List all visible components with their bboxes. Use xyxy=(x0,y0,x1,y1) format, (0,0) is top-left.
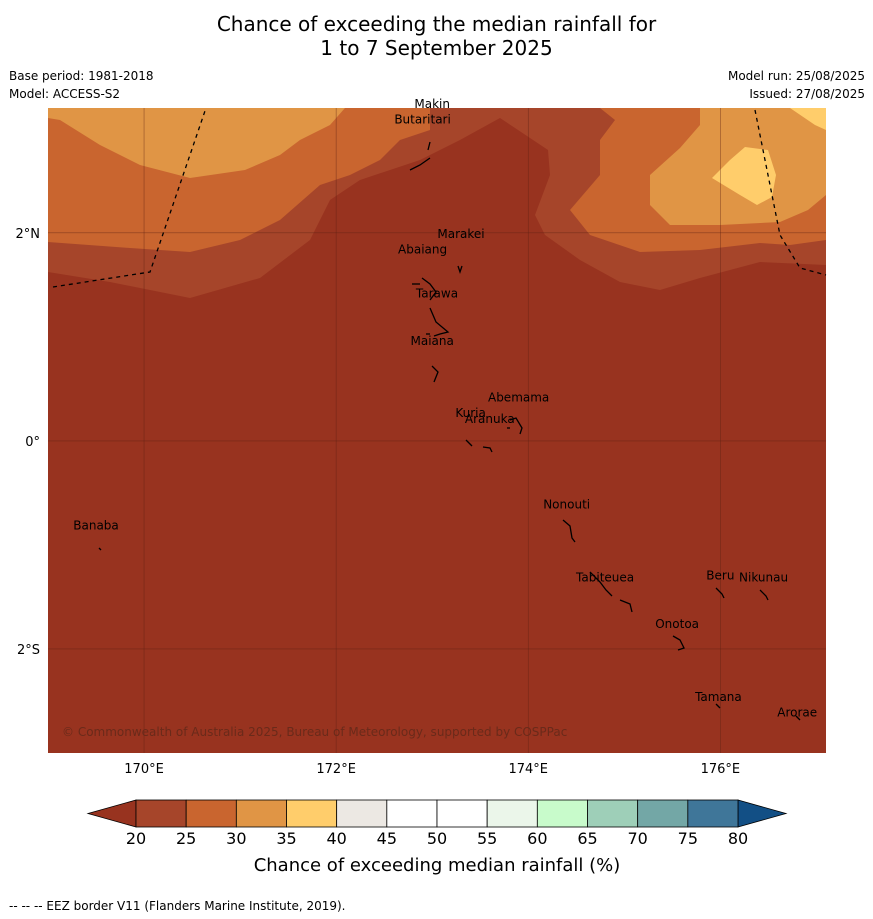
island-outline xyxy=(759,589,769,601)
eez-dashed-line xyxy=(754,109,827,276)
colorbar-tick: 70 xyxy=(627,829,647,848)
island-outline xyxy=(421,277,437,301)
model-label: Model: ACCESS-S2 xyxy=(9,87,121,101)
title-line-2: 1 to 7 September 2025 xyxy=(320,36,553,60)
colorbar-tick: 45 xyxy=(377,829,397,848)
place-label: Arorae xyxy=(777,706,817,720)
colorbar-segment xyxy=(436,799,488,828)
latitude-tick: 2°S xyxy=(17,643,40,658)
copyright-notice: © Commonwealth of Australia 2025, Bureau… xyxy=(62,725,567,739)
colorbar-tick: 80 xyxy=(728,829,748,848)
region-35-40 xyxy=(48,108,826,225)
island-outline xyxy=(427,141,431,151)
place-labels: Makin Butaritari Marakei Abaiang Tarawa Maian… xyxy=(73,97,817,720)
issued-label: Issued: 27/08/2025 xyxy=(749,87,865,101)
colorbar-segment xyxy=(185,799,237,828)
place-label: Nonouti xyxy=(543,498,590,512)
island-outline xyxy=(98,547,102,551)
longitude-tick-labels: 170°E 172°E 174°E 176°E xyxy=(124,762,740,777)
colorbar-segment xyxy=(286,799,338,828)
island-outline xyxy=(589,571,613,597)
place-label: Abemama xyxy=(488,390,549,404)
place-label: Makin xyxy=(414,97,450,111)
island-outline xyxy=(509,417,523,435)
longitude-tick: 174°E xyxy=(508,762,548,777)
place-label: Banaba xyxy=(73,518,119,532)
region-40-45 xyxy=(712,108,826,205)
longitude-tick: 176°E xyxy=(701,762,741,777)
colorbar-tick: 65 xyxy=(577,829,597,848)
place-label: Nikunau xyxy=(739,570,788,584)
place-label: Kuria xyxy=(455,406,486,420)
colorbar-segment xyxy=(386,799,438,828)
island-outline xyxy=(795,715,801,721)
latitude-tick: 0° xyxy=(25,435,40,450)
island-outline xyxy=(465,439,473,447)
island-outline xyxy=(409,157,431,171)
colorbar-tick: 40 xyxy=(326,829,346,848)
chart-title: Chance of exceeding the median rainfall … xyxy=(0,12,873,60)
island-outline xyxy=(672,635,685,651)
island-outline xyxy=(562,519,576,543)
latitude-tick-labels: 2°N 0° 2°S xyxy=(16,227,41,658)
colorbar-tick: 75 xyxy=(678,829,698,848)
island-outlines xyxy=(98,141,801,721)
colorbar-tick: 55 xyxy=(477,829,497,848)
place-label: Tamana xyxy=(694,690,742,704)
eez-dashed-line xyxy=(52,107,207,288)
colorbar-tick: 35 xyxy=(276,829,296,848)
colorbar-segment xyxy=(336,799,388,828)
island-outline xyxy=(457,265,463,275)
colorbar-segment xyxy=(235,799,287,828)
island-outline xyxy=(619,599,633,613)
place-label: Tabiteuea xyxy=(575,570,634,584)
place-label: Beru xyxy=(706,568,734,582)
island-outline xyxy=(715,703,721,709)
title-line-1: Chance of exceeding the median rainfall … xyxy=(216,12,657,36)
colorbar-segment xyxy=(135,799,187,828)
longitude-tick: 172°E xyxy=(316,762,356,777)
colorbar-segment xyxy=(687,799,739,828)
colorbar-over-arrow xyxy=(737,799,788,828)
colorbar-segment xyxy=(536,799,588,828)
colorbar-segment xyxy=(637,799,689,828)
meta-right: Model run: 25/08/2025 Issued: 27/08/2025 xyxy=(728,67,865,103)
base-period-label: Base period: 1981-2018 xyxy=(9,69,154,83)
eez-footnote: -- -- -- EEZ border V11 (Flanders Marine… xyxy=(9,899,346,913)
colorbar-tick: 60 xyxy=(527,829,547,848)
place-label: Tarawa xyxy=(415,286,458,300)
meta-left: Base period: 1981-2018 Model: ACCESS-S2 xyxy=(9,67,154,103)
place-label: Aranuka xyxy=(465,412,515,426)
colorbar: 20 25 30 35 40 45 50 55 60 65 70 75 80 xyxy=(86,799,788,848)
latitude-tick: 2°N xyxy=(16,227,41,242)
place-label: Butaritari xyxy=(394,113,451,127)
island-outline xyxy=(715,587,725,599)
longitude-tick: 170°E xyxy=(124,762,164,777)
place-label: Marakei xyxy=(437,227,484,241)
colorbar-tick: 50 xyxy=(427,829,447,848)
colorbar-tick: 25 xyxy=(176,829,196,848)
colorbar-tick: 30 xyxy=(226,829,246,848)
colorbar-label: Chance of exceeding median rainfall (%) xyxy=(254,855,621,876)
colorbar-segment xyxy=(587,799,639,828)
island-outline xyxy=(431,365,439,383)
island-outline xyxy=(482,446,493,453)
place-label: Abaiang xyxy=(398,243,447,257)
model-run-label: Model run: 25/08/2025 xyxy=(727,69,865,83)
graticule xyxy=(48,108,826,753)
place-label: Onotoa xyxy=(655,617,699,631)
island-outline xyxy=(429,307,450,337)
colorbar-segment xyxy=(486,799,538,828)
map-panel xyxy=(48,108,826,753)
eez-border xyxy=(52,107,827,288)
colorbar-tick: 20 xyxy=(126,829,146,848)
colorbar-under-arrow xyxy=(86,799,137,828)
place-label: Maiana xyxy=(411,334,454,348)
